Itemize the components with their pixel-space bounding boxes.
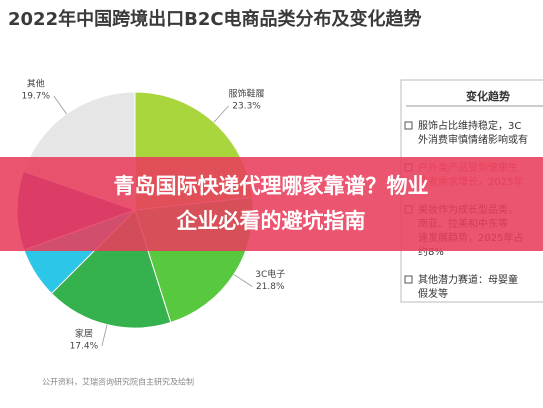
leader-line bbox=[213, 105, 229, 123]
side-panel-line: 其他潜力赛道：母婴童 bbox=[418, 273, 518, 286]
leader-line bbox=[53, 95, 67, 115]
slice-label: 3C电子 bbox=[255, 268, 285, 280]
chart-title: 2022年中国跨境出口B2C电商品类分布及变化趋势 bbox=[8, 8, 422, 30]
slice-label: 家居 bbox=[75, 328, 93, 340]
side-panel-line: 外消费审慎情绪影响或有 bbox=[418, 133, 528, 146]
side-panel-line: 服饰占比维持稳定，3C bbox=[418, 119, 521, 132]
banner bbox=[0, 157, 543, 251]
slice-value: 21.8% bbox=[256, 282, 285, 292]
slice-value: 23.3% bbox=[232, 101, 261, 111]
slice-value: 17.4% bbox=[70, 342, 99, 352]
slice-value: 19.7% bbox=[21, 91, 50, 101]
side-panel-title: 变化趋势 bbox=[466, 89, 510, 103]
leader-line bbox=[233, 274, 253, 287]
slice-label: 服饰鞋履 bbox=[229, 87, 265, 99]
slice-label: 其他 bbox=[27, 77, 45, 89]
banner-line: 企业必看的避坑指南 bbox=[176, 209, 366, 233]
leader-line bbox=[101, 324, 108, 347]
side-panel-line: 假发等 bbox=[418, 287, 448, 300]
bullet bbox=[404, 275, 413, 284]
banner-line: 青岛国际快递代理哪家靠谱？物业 bbox=[114, 174, 429, 198]
bullet bbox=[404, 121, 413, 130]
source: 公开资料，艾瑞咨询研究院自主研究及绘制 bbox=[42, 377, 194, 387]
